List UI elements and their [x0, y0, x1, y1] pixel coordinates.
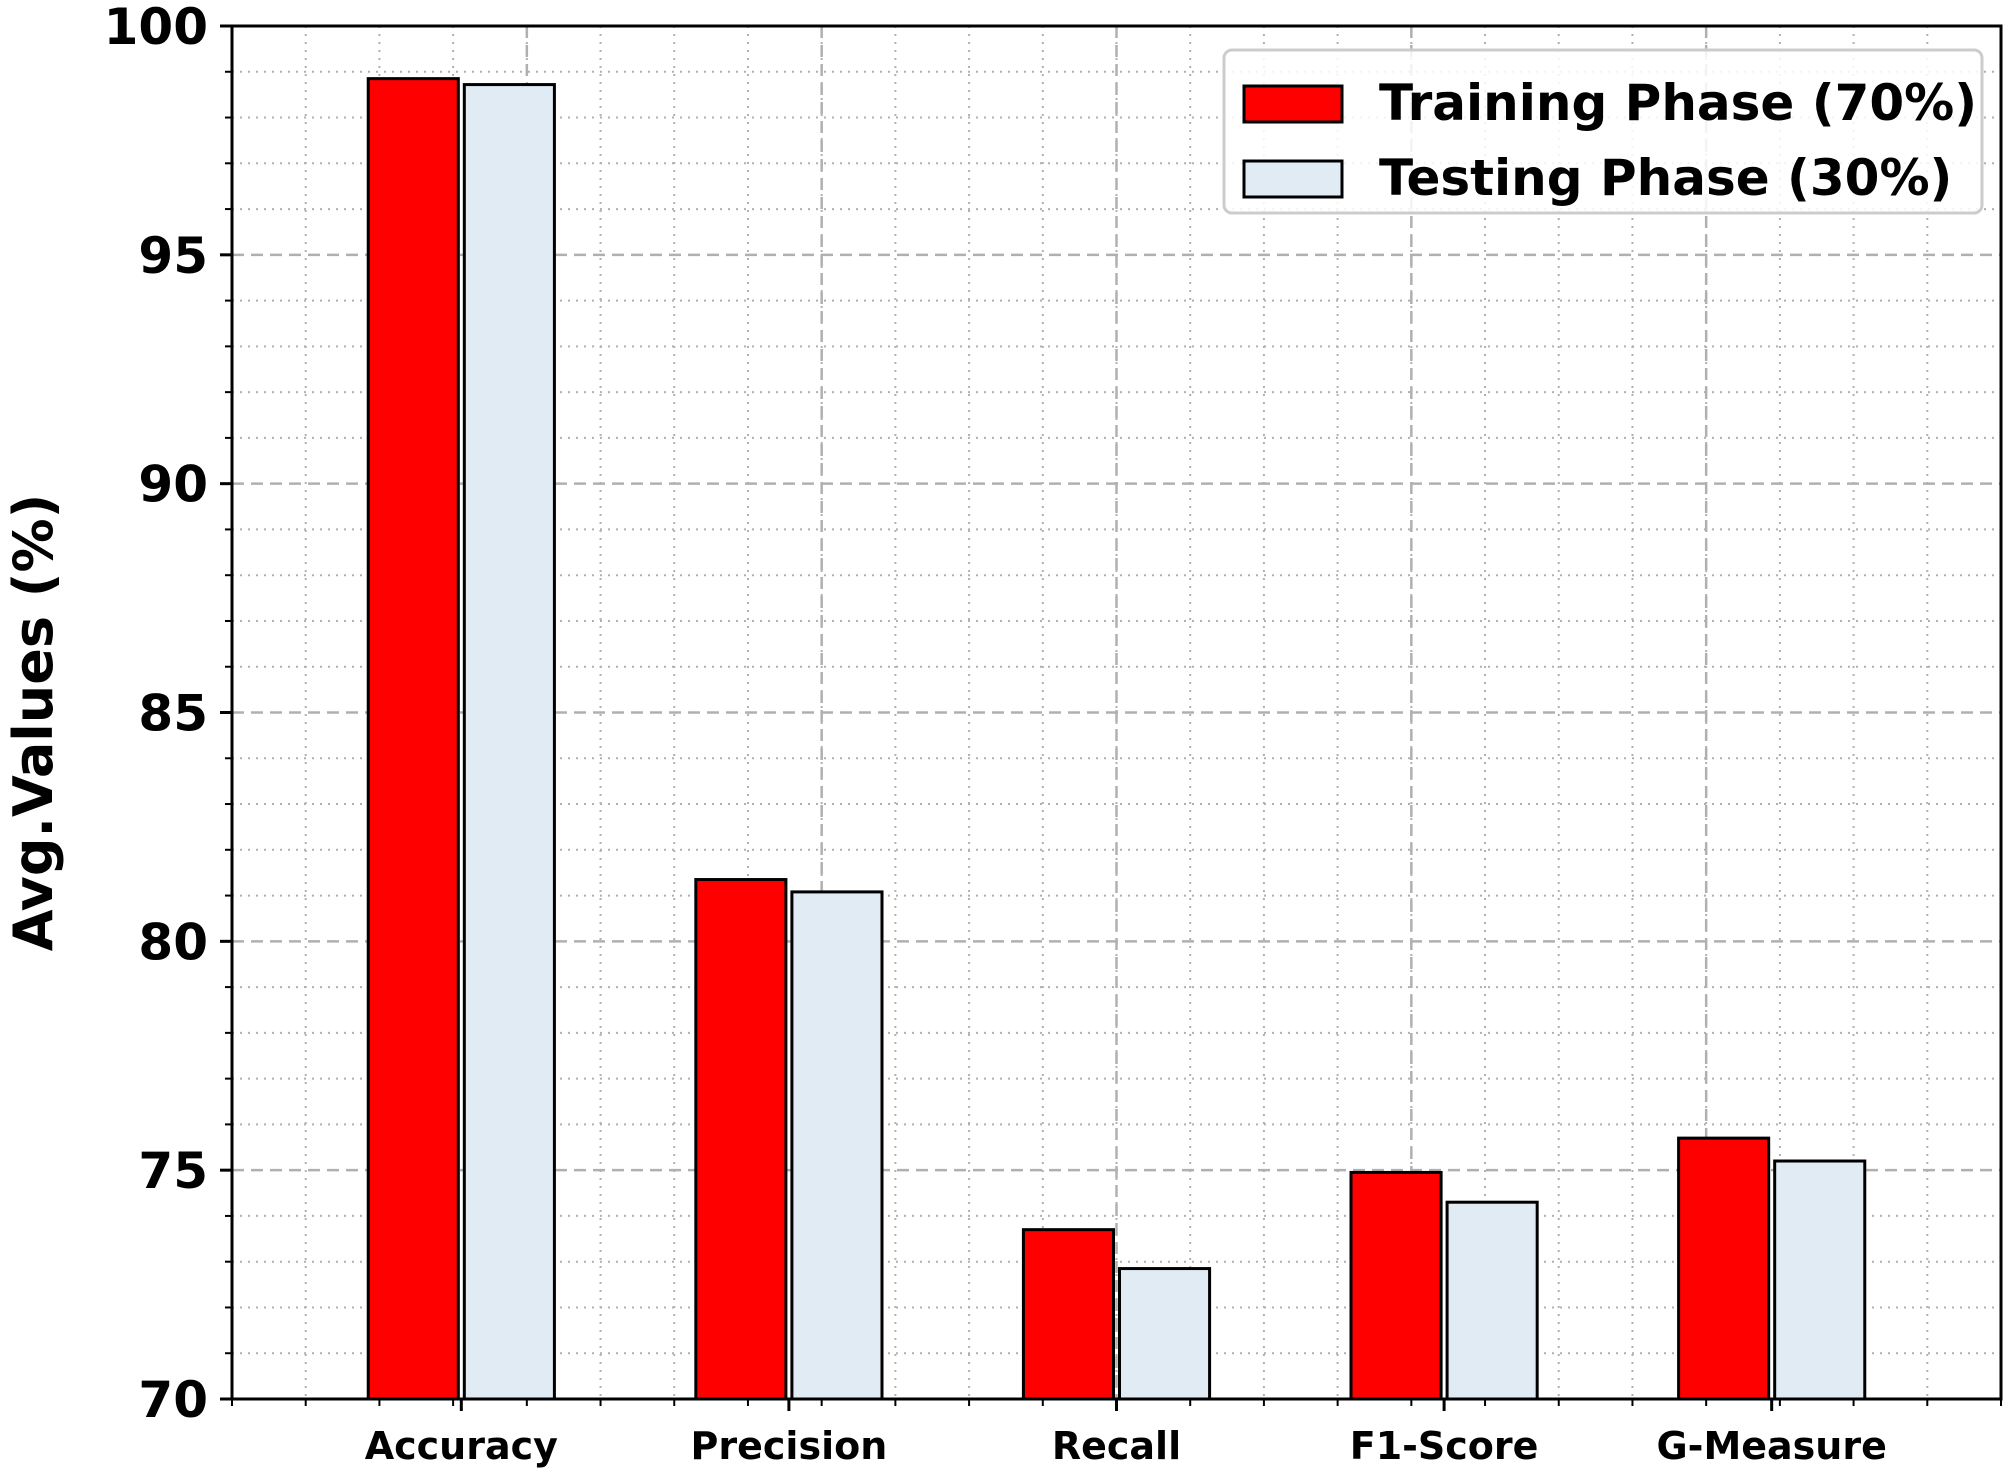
legend-swatch-testing — [1242, 159, 1344, 199]
y-axis: 70 75 80 85 90 95 100 — [104, 0, 208, 1429]
y-tick-label: 70 — [138, 1371, 208, 1429]
legend: Training Phase (70%) Testing Phase (30%) — [1222, 48, 1984, 215]
y-tick-label: 85 — [138, 685, 208, 743]
x-tick-label: Recall — [1052, 1424, 1181, 1468]
y-tick-label: 95 — [138, 227, 208, 285]
legend-label-testing: Testing Phase (30%) — [1379, 149, 1952, 207]
legend-swatch-training — [1242, 84, 1344, 124]
bar-testing-accuracy — [462, 83, 556, 1401]
x-tick-label: Precision — [691, 1424, 888, 1468]
y-tick-label: 90 — [138, 456, 208, 514]
x-tick-label: Accuracy — [365, 1424, 558, 1468]
y-tick-label: 80 — [138, 913, 208, 971]
bars — [366, 77, 1867, 1401]
y-axis-label: Avg.Values (%) — [2, 494, 65, 952]
legend-label-training: Training Phase (70%) — [1379, 74, 1977, 132]
bar-testing-g-measure — [1773, 1159, 1867, 1401]
bar-training-g-measure — [1677, 1136, 1771, 1401]
x-tick-label: G-Measure — [1656, 1424, 1886, 1468]
axis-ticks — [220, 24, 2002, 1411]
bar-testing-recall — [1118, 1267, 1212, 1401]
bar-training-f1-score — [1349, 1170, 1443, 1401]
bar-testing-f1-score — [1445, 1200, 1539, 1401]
x-tick-label: F1-Score — [1350, 1424, 1539, 1468]
bar-training-precision — [694, 878, 788, 1401]
bar-training-accuracy — [366, 77, 460, 1401]
x-axis: Accuracy Precision Recall F1-Score G-Measure — [365, 1424, 1887, 1468]
legend-box — [1222, 48, 1984, 215]
bar-training-recall — [1021, 1228, 1116, 1401]
y-tick-label: 75 — [138, 1142, 208, 1200]
y-tick-label: 100 — [104, 0, 208, 56]
bar-testing-precision — [790, 890, 884, 1401]
